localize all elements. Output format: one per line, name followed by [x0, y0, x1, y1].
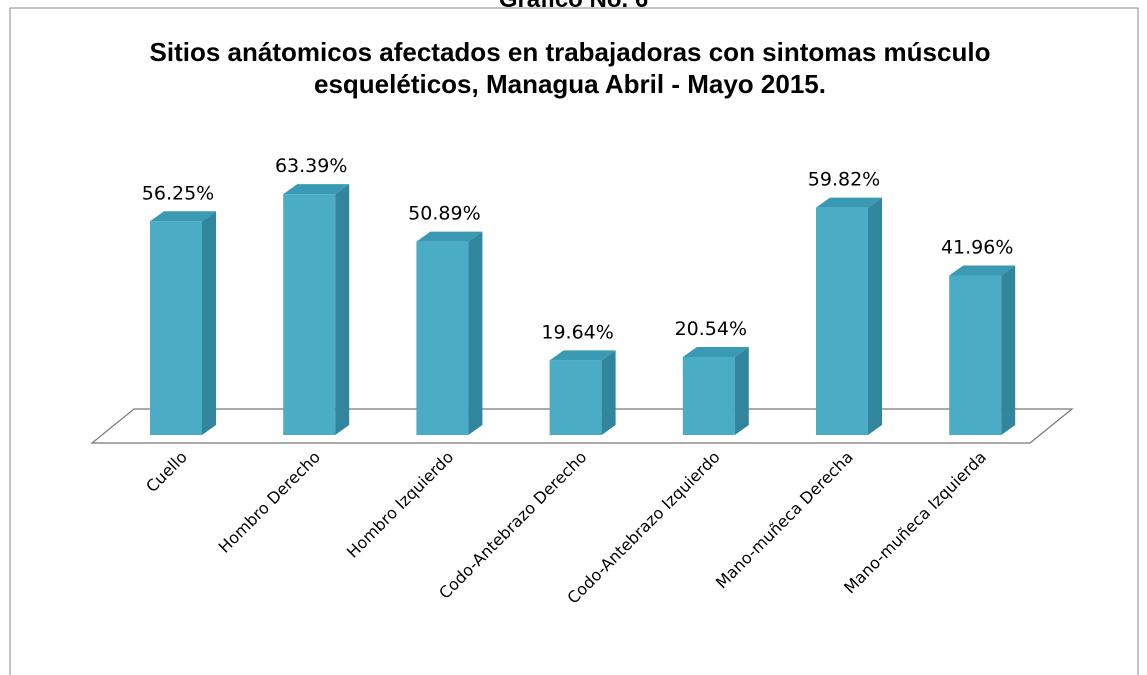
bar-front [549, 360, 602, 435]
value-label: 19.64% [541, 321, 613, 343]
caption: Gráfico No. 6 [0, 0, 1147, 14]
bar-side [601, 350, 616, 435]
bar-front [682, 356, 735, 435]
bar [549, 350, 616, 435]
chart-title: Sitios anátomicos afectados en trabajado… [149, 37, 991, 99]
x-tick-label: Hombro Izquierdo [343, 447, 457, 561]
value-label: 50.89% [408, 203, 480, 225]
bar-side [202, 211, 216, 435]
bar-side [335, 184, 350, 435]
bar [682, 346, 749, 435]
bar-top [416, 231, 483, 242]
bar [150, 211, 216, 435]
bar-side [468, 231, 483, 435]
value-label: 20.54% [675, 318, 747, 340]
bar [283, 184, 350, 435]
x-tick-label: Cuello [142, 447, 191, 496]
bar-top [150, 211, 216, 222]
bar-front [416, 241, 469, 435]
value-label: 41.96% [941, 237, 1013, 259]
x-tick-label: Hombro Derecho [215, 447, 324, 556]
x-tick-label: Codo-Antebrazo Izquierdo [563, 447, 723, 607]
bar-top [549, 350, 616, 361]
bar-side [868, 197, 882, 435]
x-tick-label: Mano-muñeca Derecha [712, 447, 857, 592]
bar-front [816, 207, 868, 435]
value-label: 63.39% [275, 155, 347, 177]
bar-front [949, 275, 1002, 435]
bar-side [1001, 265, 1016, 435]
bar [949, 265, 1016, 435]
chart-border [9, 7, 1139, 675]
bar-front [150, 221, 202, 435]
value-label: 56.25% [142, 182, 214, 204]
bar-top [816, 197, 882, 208]
x-tick-label: Codo-Antebrazo Derecho [435, 447, 590, 602]
bar-side [734, 346, 749, 435]
bar-top [682, 346, 749, 357]
x-tick-label: Mano-muñeca Izquierda [840, 447, 990, 597]
bar-front [283, 194, 336, 435]
bar [816, 197, 882, 435]
bar-top [949, 265, 1016, 276]
value-label: 59.82% [808, 169, 880, 191]
bar-top [283, 184, 350, 195]
bar [416, 231, 483, 435]
